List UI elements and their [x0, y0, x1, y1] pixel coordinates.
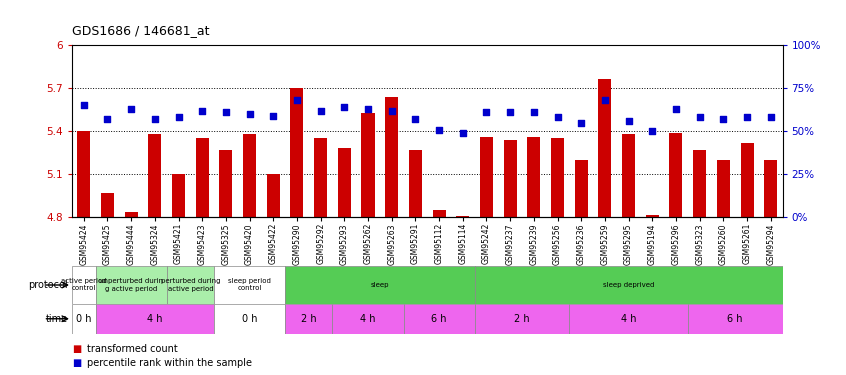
Bar: [569, 304, 688, 334]
Point: [480, 109, 493, 115]
Text: protocol: protocol: [28, 280, 68, 290]
Point: [669, 106, 683, 112]
Text: active period
control: active period control: [61, 279, 107, 291]
Bar: [214, 266, 285, 304]
Text: GDS1686 / 146681_at: GDS1686 / 146681_at: [72, 24, 210, 38]
Bar: [598, 80, 612, 218]
Text: unperturbed durin
g active period: unperturbed durin g active period: [99, 279, 163, 291]
Point: [693, 114, 706, 120]
Bar: [167, 266, 214, 304]
Bar: [243, 134, 256, 218]
Point: [645, 128, 659, 134]
Bar: [195, 138, 209, 218]
Bar: [96, 304, 214, 334]
Bar: [503, 140, 517, 218]
Text: 2 h: 2 h: [301, 314, 316, 324]
Point: [551, 114, 564, 120]
Text: 6 h: 6 h: [728, 314, 743, 324]
Bar: [266, 174, 280, 217]
Point: [456, 130, 470, 136]
Bar: [764, 160, 777, 218]
Text: ■: ■: [72, 344, 81, 354]
Bar: [551, 138, 564, 218]
Bar: [717, 160, 730, 218]
Point: [740, 114, 754, 120]
Point: [432, 126, 446, 132]
Point: [243, 111, 256, 117]
Bar: [338, 148, 351, 217]
Point: [266, 113, 280, 119]
Text: sleep period
control: sleep period control: [228, 279, 271, 291]
Point: [527, 109, 541, 115]
Point: [338, 104, 351, 110]
Point: [717, 116, 730, 122]
Text: sleep deprived: sleep deprived: [603, 282, 654, 288]
Bar: [285, 266, 475, 304]
Point: [361, 106, 375, 112]
Point: [172, 114, 185, 120]
Text: perturbed during
active period: perturbed during active period: [161, 279, 220, 291]
Point: [598, 97, 612, 103]
Text: time: time: [46, 314, 68, 324]
Bar: [219, 150, 233, 217]
Bar: [574, 160, 588, 218]
Point: [764, 114, 777, 120]
Bar: [432, 210, 446, 218]
Text: ■: ■: [72, 358, 81, 368]
Bar: [72, 304, 96, 334]
Bar: [101, 193, 114, 217]
Point: [219, 109, 233, 115]
Bar: [285, 304, 332, 334]
Point: [148, 116, 162, 122]
Point: [101, 116, 114, 122]
Point: [574, 120, 588, 126]
Text: 4 h: 4 h: [360, 314, 376, 324]
Text: percentile rank within the sample: percentile rank within the sample: [87, 358, 252, 368]
Point: [314, 108, 327, 114]
Text: 2 h: 2 h: [514, 314, 530, 324]
Bar: [290, 88, 304, 218]
Bar: [475, 266, 783, 304]
Text: 4 h: 4 h: [621, 314, 636, 324]
Bar: [404, 304, 475, 334]
Bar: [475, 304, 569, 334]
Bar: [361, 112, 375, 218]
Point: [124, 106, 138, 112]
Bar: [693, 150, 706, 217]
Text: sleep: sleep: [371, 282, 389, 288]
Bar: [456, 216, 470, 217]
Bar: [740, 143, 754, 218]
Bar: [96, 266, 167, 304]
Point: [503, 109, 517, 115]
Text: transformed count: transformed count: [87, 344, 178, 354]
Bar: [214, 304, 285, 334]
Bar: [77, 131, 91, 218]
Bar: [385, 97, 398, 218]
Point: [409, 116, 422, 122]
Bar: [622, 134, 635, 218]
Point: [385, 108, 398, 114]
Bar: [688, 304, 783, 334]
Bar: [527, 137, 541, 218]
Text: 4 h: 4 h: [147, 314, 162, 324]
Bar: [669, 133, 683, 218]
Point: [77, 102, 91, 108]
Text: 0 h: 0 h: [242, 314, 257, 324]
Bar: [480, 137, 493, 218]
Point: [622, 118, 635, 124]
Point: [195, 108, 209, 114]
Bar: [332, 304, 404, 334]
Bar: [172, 174, 185, 217]
Bar: [645, 214, 659, 217]
Point: [290, 97, 304, 103]
Text: 6 h: 6 h: [431, 314, 447, 324]
Text: 0 h: 0 h: [76, 314, 91, 324]
Bar: [72, 266, 96, 304]
Bar: [409, 150, 422, 217]
Bar: [148, 134, 162, 218]
Bar: [124, 212, 138, 217]
Bar: [314, 138, 327, 218]
